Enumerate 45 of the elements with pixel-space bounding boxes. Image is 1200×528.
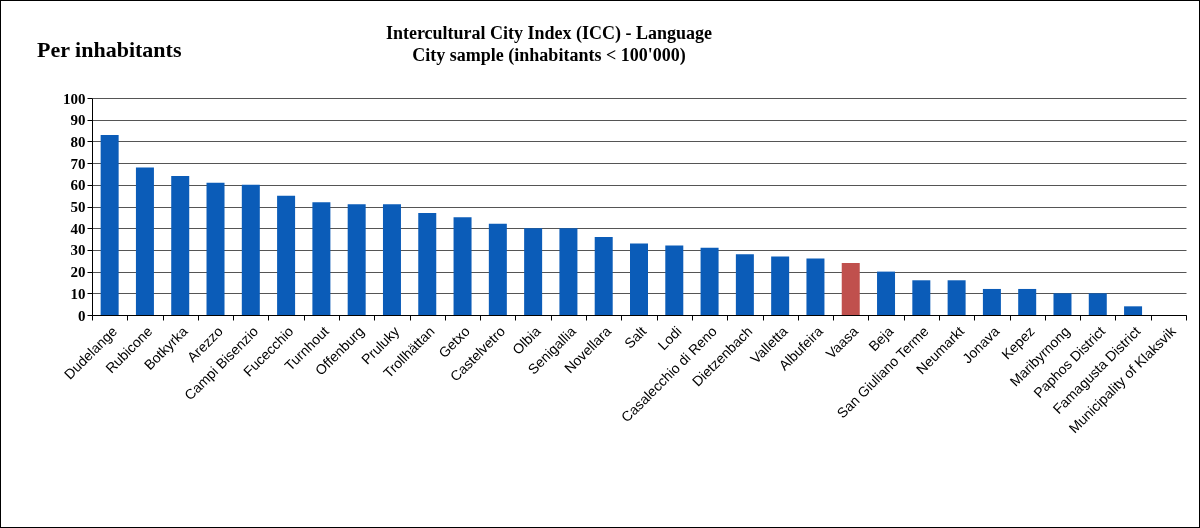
y-tick-label: 10 <box>70 285 86 302</box>
bar <box>418 213 437 315</box>
y-tick-label: 30 <box>70 242 86 259</box>
bar <box>1018 288 1037 315</box>
bar <box>630 243 648 315</box>
bar <box>982 288 1001 315</box>
y-tick-label: 100 <box>63 90 86 107</box>
bar <box>559 228 578 315</box>
bar <box>665 245 684 315</box>
bar <box>100 134 119 315</box>
y-tick-label: 50 <box>70 199 86 215</box>
bar <box>735 254 754 315</box>
bar <box>171 176 190 315</box>
y-tick-label: 80 <box>70 133 86 150</box>
bar <box>347 204 366 315</box>
bar <box>947 280 966 315</box>
bar <box>453 217 472 315</box>
y-tick-label: 40 <box>70 220 86 237</box>
text: Per inhabitants <box>37 37 182 63</box>
y-tick-label: 0 <box>78 307 86 324</box>
y-tick-label: 70 <box>70 155 86 172</box>
y-tick-label: 20 <box>70 264 86 281</box>
bar <box>382 204 401 315</box>
y-tick-label: 90 <box>70 112 86 129</box>
text: Intercultural City Index (ICC) - Language <box>385 23 713 43</box>
bar <box>277 195 296 315</box>
bar <box>877 271 896 315</box>
bar <box>912 280 931 315</box>
bar <box>1124 306 1143 315</box>
bar <box>771 256 790 315</box>
bar <box>206 182 225 315</box>
bar <box>1088 293 1107 315</box>
y-tick-label: 60 <box>70 177 86 194</box>
bar <box>312 202 331 315</box>
bar <box>841 262 860 315</box>
bar <box>135 167 154 315</box>
x-tick-label: Salt <box>621 323 650 352</box>
bar <box>594 236 613 315</box>
bar <box>1053 293 1072 315</box>
bar <box>524 228 543 315</box>
bar <box>700 247 719 315</box>
bar <box>806 258 825 315</box>
bar <box>488 223 507 315</box>
text: City sample (inhabitants < 100'000) <box>412 45 686 65</box>
bar <box>241 184 260 315</box>
